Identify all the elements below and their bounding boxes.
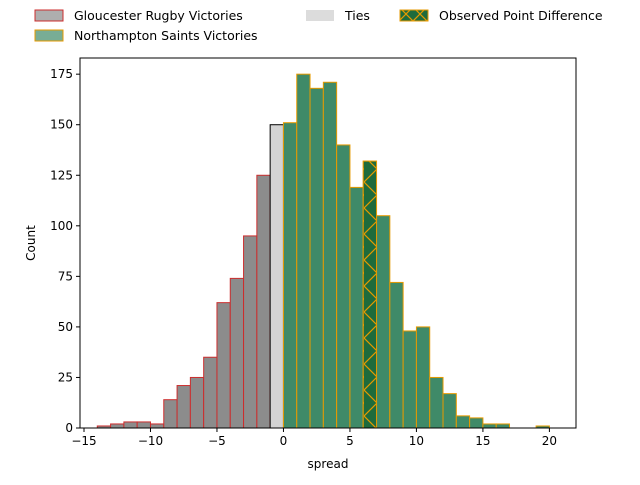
bar-gloucester-rugby-victories-12 [256,174,271,429]
y-tick-label: 50 [58,320,73,334]
plot-frame [79,57,577,429]
bar-gloucester-rugby-victories-3 [136,421,151,429]
legend-label-observed-point-difference: Observed Point Difference [439,8,603,23]
bar-gloucester-rugby-victories-2 [123,421,138,429]
legend-label-gloucester-rugby-victories: Gloucester Rugby Victories [74,8,243,23]
y-axis-label: Count [24,225,38,261]
x-tick-label: 5 [346,434,354,448]
bar-northampton-saints-victories-8 [389,281,404,429]
bar-gloucester-rugby-victories-10 [229,277,245,429]
bar-northampton-saints-victories-12 [442,393,457,429]
bar-northampton-saints-victories-7 [376,215,391,429]
y-tick-label: 0 [65,421,73,435]
x-tick-label: −15 [71,434,96,448]
legend-label-northampton-saints-victories: Northampton Saints Victories [74,28,258,43]
bar-northampton-saints-victories-3 [322,81,338,429]
y-tick-label: 75 [58,269,73,283]
bar-northampton-saints-victories-13 [455,415,471,429]
y-axis: 0 25 50 75 100 125 150 175 [50,67,80,435]
y-tick-label: 125 [50,168,73,182]
bar-gloucester-rugby-victories-1 [110,423,125,429]
bar-northampton-saints-victories-10 [415,326,431,429]
x-tick-label: 10 [409,434,424,448]
y-tick-label: 100 [50,219,73,233]
x-tick-label: 15 [475,434,490,448]
y-tick-label: 150 [50,118,73,132]
legend-label-ties: Ties [344,8,370,23]
legend-swatch-observed-point-difference [399,9,429,22]
bar-northampton-saints-victories-1 [296,73,311,429]
x-axis: −15 −10 −5 0 5 10 15 20 [71,428,557,448]
bar-gloucester-rugby-victories-8 [203,356,218,429]
histogram-bars [96,73,550,429]
bar-northampton-saints-victories-9 [402,330,417,429]
x-tick-label: 20 [542,434,557,448]
bar-gloucester-rugby-victories-5 [163,399,178,429]
bar-gloucester-rugby-victories-4 [149,423,165,429]
bar-northampton-saints-victories-2 [309,87,324,429]
bar-northampton-saints-victories-5 [349,186,364,429]
legend-swatch-gloucester-rugby-victories [34,9,64,22]
bar-northampton-saints-victories-15 [482,423,497,429]
bar-gloucester-rugby-victories-6 [176,385,191,429]
x-axis-label: spread [308,457,349,471]
bar-northampton-saints-victories-16 [495,423,511,429]
y-tick-label: 25 [58,370,73,384]
bar-northampton-saints-victories-14 [469,417,484,429]
y-tick-label: 175 [50,67,73,81]
legend-swatch-northampton-saints-victories [34,29,64,42]
bar-northampton-saints-victories-11 [429,376,444,429]
chart-legend: Gloucester Rugby Victories Northampton Sa… [34,8,603,43]
bar-northampton-saints-victories-4 [336,144,351,429]
bar-northampton-saints-victories-0 [282,122,298,429]
x-tick-label: 0 [280,434,288,448]
x-tick-label: −10 [138,434,163,448]
x-tick-label: −5 [208,434,226,448]
legend-swatch-ties [306,10,334,21]
bar-ties-0 [269,124,284,429]
bar-gloucester-rugby-victories-7 [189,376,205,429]
bar-gloucester-rugby-victories-9 [216,302,231,429]
bar-observed-point-difference-0 [362,160,378,429]
bar-gloucester-rugby-victories-11 [243,235,258,429]
